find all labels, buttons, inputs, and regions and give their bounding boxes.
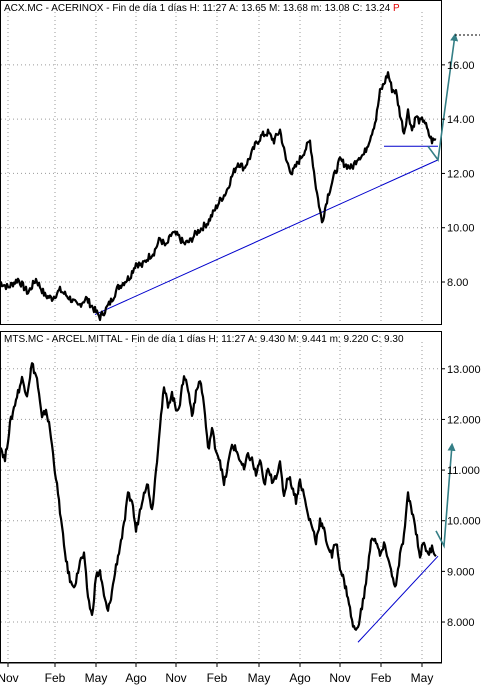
y-tick-label: 11.000	[447, 465, 480, 477]
stat-low-value: 13.08	[325, 3, 350, 14]
x-tick-label: Feb	[371, 671, 392, 685]
x-tick-label: Nov	[0, 671, 19, 685]
projection-arrow	[435, 442, 456, 549]
chart-title: ACX.MC - ACERINOX - Fin de día 1 días	[4, 3, 187, 14]
stat-low-label: m:	[311, 3, 322, 14]
y-ticks-arcelor: 13.000 12.000 11.000 10.000 9.000 8.000	[441, 364, 481, 629]
series-acerinox	[0, 71, 437, 322]
stat-m-value: 13.68	[283, 3, 308, 14]
trend-annotations-arcelor	[357, 442, 456, 643]
stat-h-value: 11:27	[221, 334, 246, 345]
y-tick-label: 9.000	[447, 566, 475, 578]
y-tick-label: 14.00	[447, 114, 475, 126]
x-tick-label: Feb	[207, 671, 228, 685]
stat-a-value: 9.430	[260, 334, 285, 345]
y-tick-label: 12.00	[447, 168, 475, 180]
chart-header-arcelor: MTS.MC - ARCEL.MITTAL - Fin de día 1 día…	[4, 334, 404, 345]
stat-a-label: A:	[248, 334, 257, 345]
x-axis: Nov Feb May Ago Nov Feb May Ago Nov Feb May	[0, 662, 442, 685]
y-ticks-acerinox: 16.00 14.00 12.00 10.00 8.00	[441, 60, 475, 289]
y-tick-label: 10.000	[447, 516, 481, 528]
stat-m-label: M:	[269, 3, 280, 14]
stat-low-label: m:	[330, 334, 341, 345]
grid-acerinox	[1, 12, 441, 323]
stat-a-label: A:	[229, 3, 238, 14]
stat-a-value: 13.65	[241, 3, 266, 14]
price-series-line	[0, 71, 437, 322]
x-tick-label: Feb	[45, 671, 66, 685]
stat-m-label: M:	[288, 334, 299, 345]
trendline	[357, 555, 439, 643]
price-series-line	[0, 362, 437, 631]
trendline	[94, 159, 439, 316]
chart-header-acerinox: ACX.MC - ACERINOX - Fin de día 1 días H:…	[4, 3, 400, 14]
x-tick-label: May	[248, 671, 271, 685]
panel-arcelor: 13.000 12.000 11.000 10.000 9.000 8.000 MTS.M…	[0, 331, 481, 663]
x-tick-label: Ago	[125, 671, 147, 685]
x-tick-label: Nov	[329, 671, 350, 685]
projection-arrow	[427, 33, 459, 162]
stat-h-label: H:	[209, 334, 219, 345]
y-tick-label: 8.00	[447, 277, 468, 289]
plot-frame-acerinox	[0, 0, 442, 325]
y-tick-label: 12.000	[447, 414, 481, 426]
y-tick-label: 8.000	[447, 617, 475, 629]
stat-c-label: C:	[371, 334, 381, 345]
y-tick-label: 10.00	[447, 223, 475, 235]
stat-c-value: 13.24	[365, 3, 390, 14]
panel-acerinox: 16.00 14.00 12.00 10.00 8.00 ACX.MC - ACERIN…	[0, 0, 480, 325]
stat-flag: P	[393, 3, 400, 14]
x-tick-label: May	[85, 671, 108, 685]
series-arcelor	[0, 362, 437, 631]
chart-title: MTS.MC - ARCEL.MITTAL - Fin de día 1 día…	[4, 334, 206, 345]
stat-c-value: 9.30	[384, 334, 404, 345]
x-tick-label: Nov	[165, 671, 186, 685]
y-tick-label: 16.00	[447, 60, 475, 72]
y-tick-label: 13.000	[447, 364, 481, 376]
stat-m-value: 9.441	[302, 334, 327, 345]
plot-frame-arcelor	[0, 331, 442, 663]
stat-c-label: C:	[352, 3, 362, 14]
stat-h-label: H:	[190, 3, 200, 14]
stat-h-value: 11:27	[202, 3, 227, 14]
x-tick-label: Ago	[289, 671, 311, 685]
trend-annotations-acerinox	[94, 33, 480, 316]
stat-low-value: 9.220	[343, 334, 368, 345]
x-tick-label: May	[411, 671, 434, 685]
